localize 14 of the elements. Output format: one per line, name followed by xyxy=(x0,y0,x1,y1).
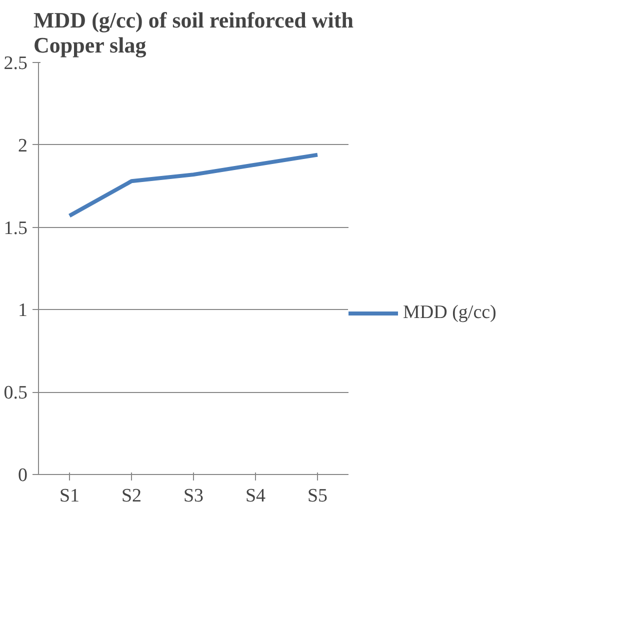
x-tick-label: S4 xyxy=(245,486,266,506)
x-tick-label: S3 xyxy=(183,486,204,506)
x-tick-label: S5 xyxy=(307,486,328,506)
y-tick-label: 0 xyxy=(18,465,28,486)
y-tick-label: 0.5 xyxy=(4,382,28,404)
y-tick-label: 1.5 xyxy=(4,218,28,239)
y-tick-label: 2.5 xyxy=(4,53,28,74)
x-tick-label: S2 xyxy=(121,486,142,506)
line-series xyxy=(68,152,320,218)
x-tick-label: S1 xyxy=(59,486,80,506)
y-tick-label: 2 xyxy=(18,135,28,156)
legend-label: MDD (g/cc) xyxy=(403,302,496,324)
y-tick-label: 1 xyxy=(18,300,28,322)
chart-title: MDD (g/cc) of soil reinforced with Copper slag xyxy=(34,8,354,58)
